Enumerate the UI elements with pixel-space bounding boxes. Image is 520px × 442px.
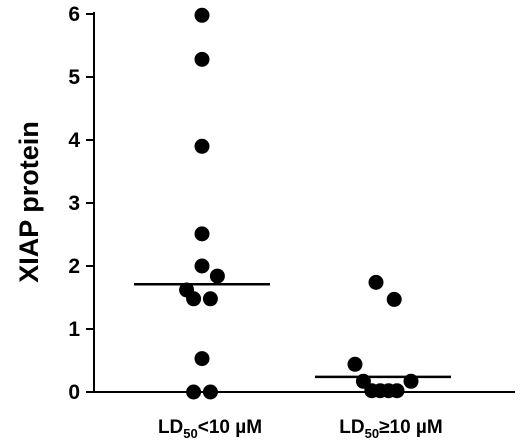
data-point [389, 383, 405, 399]
data-point [347, 356, 363, 372]
data-point [194, 51, 210, 67]
x-category-label: LD50<10 µM [158, 417, 262, 441]
data-points [179, 7, 419, 400]
y-tick-label: 3 [68, 192, 80, 215]
data-point [194, 351, 210, 367]
y-tick-label: 0 [68, 381, 80, 404]
y-tick-label: 1 [68, 318, 80, 341]
y-tick-label: 6 [68, 3, 80, 26]
y-tick-label: 4 [68, 129, 80, 152]
y-ticks: 0 1 2 3 4 5 6 [68, 3, 94, 404]
data-point [194, 258, 210, 274]
data-point [194, 7, 210, 23]
data-point [209, 268, 225, 284]
y-axis-title: XIAP protein [14, 121, 44, 283]
data-point [202, 384, 218, 400]
data-point [368, 274, 384, 290]
data-point [186, 384, 202, 400]
x-category-labels: LD50<10 µM LD50≥10 µM [158, 417, 443, 441]
x-category-label: LD50≥10 µM [339, 417, 442, 441]
median-lines [134, 283, 451, 379]
data-point [186, 291, 202, 307]
data-point [386, 291, 402, 307]
y-tick-label: 5 [68, 66, 80, 89]
axes [93, 12, 515, 393]
data-point [194, 138, 210, 154]
y-tick-label: 2 [68, 255, 80, 278]
data-point [194, 226, 210, 242]
data-point [202, 291, 218, 307]
